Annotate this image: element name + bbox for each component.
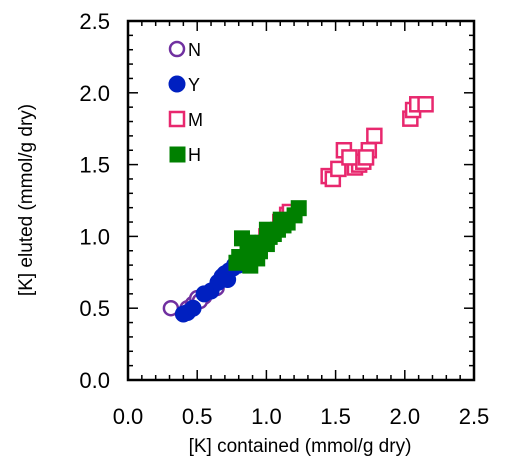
tick-marks: [127, 20, 475, 381]
y-tick-label: 0.0: [79, 368, 110, 393]
y-tick-label: 2.0: [79, 81, 110, 106]
data-point-m: [357, 149, 375, 166]
series-h: [228, 200, 307, 274]
y-tick-label: 0.5: [79, 296, 110, 321]
data-points: [162, 96, 434, 323]
plot-frame: [126, 19, 476, 382]
legend-marker-m: [168, 110, 186, 128]
x-axis-title: [K] contained (mmol/g dry): [189, 436, 412, 457]
data-point-h: [249, 250, 266, 267]
x-tick-label: 0.5: [182, 404, 213, 429]
data-point-m: [341, 149, 358, 166]
data-point-h: [239, 234, 256, 251]
x-tick-label: 1.5: [320, 404, 351, 429]
legend-marker-h: [169, 146, 186, 163]
legend-marker-y: [168, 75, 186, 93]
legend-marker-n: [168, 40, 186, 58]
legend-label-n: N: [188, 40, 201, 60]
y-tick-label: 1.5: [79, 153, 110, 178]
data-point-h: [290, 200, 307, 217]
legend-label-y: Y: [188, 75, 200, 95]
y-tick-label: 2.5: [79, 9, 110, 34]
legend-label-m: M: [188, 110, 203, 130]
y-axis-title: [K] eluted (mmol/g dry): [16, 104, 37, 296]
x-tick-label: 2.5: [459, 404, 490, 429]
data-point-h: [258, 221, 275, 238]
data-point-m: [417, 96, 434, 113]
data-point-m: [366, 127, 383, 145]
x-tick-label: 2.0: [390, 404, 421, 429]
x-tick-label: 0.0: [113, 404, 144, 429]
legend-label-h: H: [188, 145, 201, 165]
data-point-h: [272, 211, 289, 228]
tick-labels: 0.0 0.5 1.0 1.5 2.0 2.5 0.0 0.5 1.0 1.5 2.0 2.5: [79, 9, 489, 429]
x-tick-label: 1.0: [251, 404, 282, 429]
data-point-y: [184, 299, 202, 317]
y-tick-label: 1.0: [79, 224, 110, 249]
axes-frame: [126, 19, 476, 382]
